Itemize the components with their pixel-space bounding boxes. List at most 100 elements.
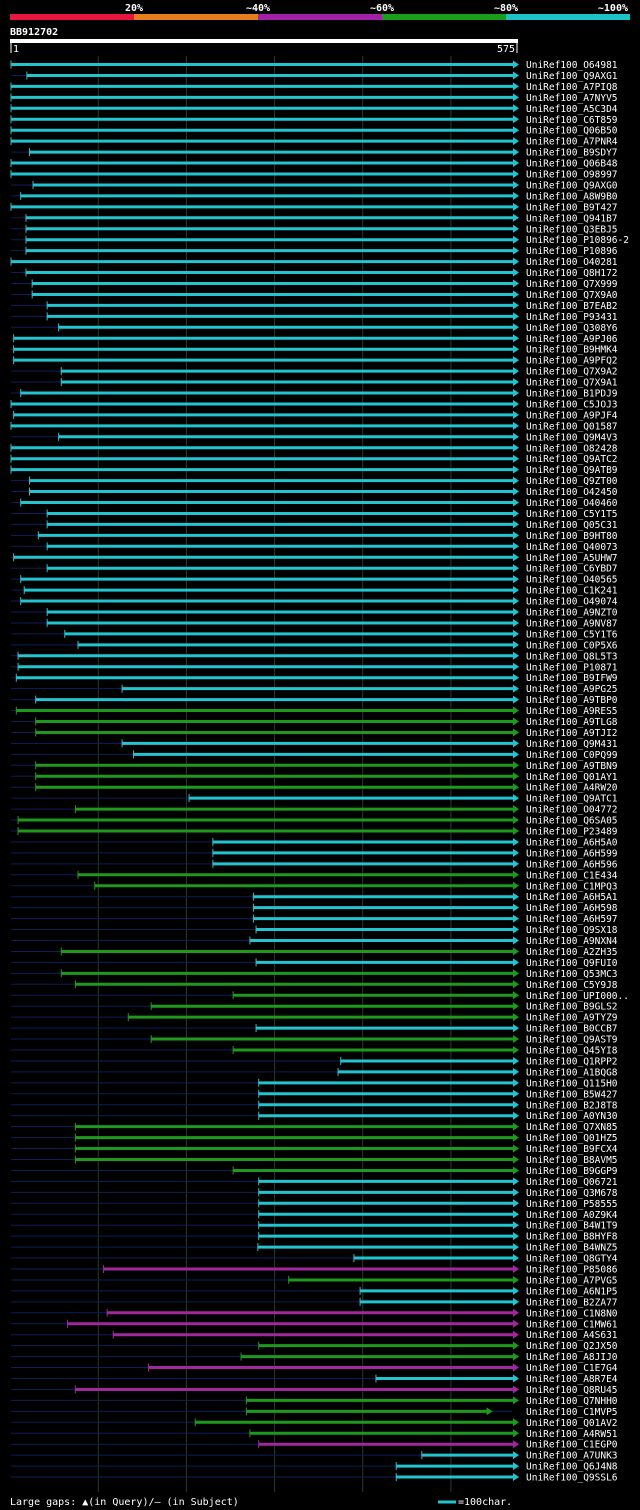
- hit-row[interactable]: UniRef100_A9TBN9: [11, 761, 618, 772]
- hit-label[interactable]: UniRef100_A6H597: [526, 914, 618, 925]
- hit-label[interactable]: UniRef100_B9GLS2: [526, 1002, 618, 1013]
- hit-row[interactable]: UniRef100_Q45YI8: [11, 1046, 618, 1057]
- hit-label[interactable]: UniRef100_Q308Y6: [526, 323, 618, 334]
- hit-row[interactable]: UniRef100_Q7X999: [11, 279, 618, 290]
- hit-row[interactable]: UniRef100_A0YN30: [11, 1111, 618, 1122]
- hit-label[interactable]: UniRef100_B9GGP9: [526, 1166, 618, 1177]
- hit-label[interactable]: UniRef100_C5JOJ3: [526, 399, 618, 410]
- hit-row[interactable]: UniRef100_Q9SX18: [11, 925, 618, 936]
- hit-row[interactable]: UniRef100_B8HYF8: [11, 1232, 618, 1243]
- hit-row[interactable]: UniRef100_A1BQG8: [11, 1067, 618, 1078]
- hit-label[interactable]: UniRef100_C1N8N0: [526, 1308, 618, 1319]
- hit-row[interactable]: UniRef100_Q7X9A1: [11, 378, 618, 389]
- hit-row[interactable]: UniRef100_P10896-2: [11, 235, 629, 246]
- hit-row[interactable]: UniRef100_C6YBD7: [11, 564, 618, 575]
- hit-row[interactable]: UniRef100_Q7XN85: [11, 1122, 618, 1133]
- hit-label[interactable]: UniRef100_Q6SA05: [526, 816, 618, 827]
- hit-label[interactable]: UniRef100_Q2JX50: [526, 1341, 618, 1352]
- hit-row[interactable]: UniRef100_A9PJF4: [11, 410, 618, 421]
- hit-label[interactable]: UniRef100_B9T427: [526, 202, 618, 213]
- hit-label[interactable]: UniRef100_A6H596: [526, 859, 618, 870]
- hit-row[interactable]: UniRef100_Q7NHH0: [11, 1396, 618, 1407]
- hit-label[interactable]: UniRef100_A9TJI2: [526, 728, 618, 739]
- hit-label[interactable]: UniRef100_Q06721: [526, 1177, 618, 1188]
- hit-label[interactable]: UniRef100_C1K241: [526, 586, 618, 597]
- hit-row[interactable]: UniRef100_Q40073: [11, 542, 618, 553]
- hit-row[interactable]: UniRef100_P23489: [11, 827, 618, 838]
- hit-row[interactable]: UniRef100_A9PFQ2: [11, 356, 618, 367]
- hit-row[interactable]: UniRef100_P93431: [11, 312, 618, 323]
- hit-label[interactable]: UniRef100_Q40073: [526, 542, 618, 553]
- hit-label[interactable]: UniRef100_A7NYV5: [526, 93, 618, 104]
- hit-label[interactable]: UniRef100_Q45YI8: [526, 1046, 618, 1057]
- hit-row[interactable]: UniRef100_A4S631: [11, 1330, 618, 1341]
- hit-row[interactable]: UniRef100_Q06B48: [10, 159, 618, 170]
- hit-row[interactable]: UniRef100_A9TJI2: [11, 728, 618, 739]
- hit-label[interactable]: UniRef100_A4RW51: [526, 1429, 618, 1440]
- hit-label[interactable]: UniRef100_A9TYZ9: [526, 1013, 618, 1024]
- hit-row[interactable]: UniRef100_O40565: [11, 575, 618, 586]
- hit-row[interactable]: UniRef100_B9GLS2: [11, 1002, 618, 1013]
- hit-row[interactable]: UniRef100_A6H597: [11, 914, 618, 925]
- hit-row[interactable]: UniRef100_C0PQ99: [11, 750, 618, 761]
- hit-label[interactable]: UniRef100_B9SDY7: [526, 148, 618, 159]
- hit-row[interactable]: UniRef100_B0CCB7: [11, 1024, 618, 1035]
- hit-label[interactable]: UniRef100_A9NV87: [526, 618, 618, 629]
- hit-row[interactable]: UniRef100_P85086: [11, 1265, 618, 1276]
- hit-label[interactable]: UniRef100_A4RW20: [526, 783, 618, 794]
- hit-row[interactable]: UniRef100_B9SDY7: [11, 148, 618, 159]
- hit-row[interactable]: UniRef100_B2J8T8: [11, 1100, 618, 1111]
- hit-label[interactable]: UniRef100_B2ZA77: [526, 1297, 618, 1308]
- hit-label[interactable]: UniRef100_Q01AY1: [526, 772, 618, 783]
- hit-row[interactable]: UniRef100_Q9M4V3: [11, 432, 618, 443]
- hit-row[interactable]: UniRef100_C5Y1T6: [11, 629, 618, 640]
- hit-row[interactable]: UniRef100_Q1RPP2: [11, 1056, 618, 1067]
- hit-label[interactable]: UniRef100_Q7X9A0: [526, 290, 618, 301]
- hit-row[interactable]: UniRef100_A8W9B0: [11, 191, 618, 202]
- hit-row[interactable]: UniRef100_A7NYV5: [10, 93, 618, 104]
- hit-row[interactable]: UniRef100_A7PNR4: [10, 137, 618, 148]
- hit-label[interactable]: UniRef100_Q9M4V3: [526, 432, 618, 443]
- hit-label[interactable]: UniRef100_B9HMK4: [526, 345, 618, 356]
- hit-row[interactable]: UniRef100_A6H598: [11, 903, 618, 914]
- hit-row[interactable]: UniRef100_A9PJ06: [11, 334, 618, 345]
- hit-row[interactable]: UniRef100_B4WNZ5: [11, 1243, 618, 1254]
- hit-label[interactable]: UniRef100_B8HYF8: [526, 1232, 618, 1243]
- hit-row[interactable]: UniRef100_P58555: [11, 1199, 618, 1210]
- hit-row[interactable]: UniRef100_C5JOJ3: [10, 399, 618, 410]
- hit-label[interactable]: UniRef100_Q3M678: [526, 1188, 618, 1199]
- hit-row[interactable]: UniRef100_Q05C31: [11, 520, 618, 531]
- hit-label[interactable]: UniRef100_P58555: [526, 1199, 618, 1210]
- hit-label[interactable]: UniRef100_B9FCX4: [526, 1144, 618, 1155]
- hit-row[interactable]: UniRef100_A9NZT0: [11, 608, 618, 619]
- hit-row[interactable]: UniRef100_A5C3D4: [10, 104, 618, 115]
- hit-row[interactable]: UniRef100_C1E7G4: [11, 1363, 618, 1374]
- hit-label[interactable]: UniRef100_P93431: [526, 312, 618, 323]
- hit-label[interactable]: UniRef100_C5Y1T5: [526, 509, 618, 520]
- hit-label[interactable]: UniRef100_B4WNZ5: [526, 1243, 618, 1254]
- hit-row[interactable]: UniRef100_O40460: [11, 498, 618, 509]
- hit-label[interactable]: UniRef100_P10896-2: [526, 235, 629, 246]
- hit-label[interactable]: UniRef100_A7PVG5: [526, 1275, 618, 1286]
- hit-label[interactable]: UniRef100_C1MVP5: [526, 1407, 618, 1418]
- hit-label[interactable]: UniRef100_Q9FUI0: [526, 958, 618, 969]
- hit-label[interactable]: UniRef100_C6T859: [526, 115, 618, 126]
- hit-label[interactable]: UniRef100_A0YN30: [526, 1111, 618, 1122]
- hit-row[interactable]: UniRef100_Q8L5T3: [11, 651, 618, 662]
- hit-row[interactable]: UniRef100_UPI000..: [11, 991, 629, 1002]
- hit-label[interactable]: UniRef100_Q8RU45: [526, 1385, 618, 1396]
- hit-label[interactable]: UniRef100_A7UNK3: [526, 1451, 618, 1462]
- hit-row[interactable]: UniRef100_Q9SSL6: [11, 1473, 618, 1484]
- hit-label[interactable]: UniRef100_C0PQ99: [526, 750, 618, 761]
- hit-label[interactable]: UniRef100_Q7NHH0: [526, 1396, 618, 1407]
- hit-row[interactable]: UniRef100_Q06B50: [10, 126, 618, 137]
- hit-label[interactable]: UniRef100_A9NXN4: [526, 936, 618, 947]
- hit-row[interactable]: UniRef100_Q2JX50: [11, 1341, 618, 1352]
- hit-row[interactable]: UniRef100_C1N8N0: [11, 1308, 618, 1319]
- hit-label[interactable]: UniRef100_C1MW61: [526, 1319, 618, 1330]
- hit-row[interactable]: UniRef100_B9HT80: [11, 531, 618, 542]
- hit-label[interactable]: UniRef100_P10896: [526, 246, 618, 257]
- hit-row[interactable]: UniRef100_Q9ATC1: [11, 794, 618, 805]
- hit-label[interactable]: UniRef100_A6N1P5: [526, 1286, 618, 1297]
- hit-label[interactable]: UniRef100_Q9AXG0: [526, 180, 618, 191]
